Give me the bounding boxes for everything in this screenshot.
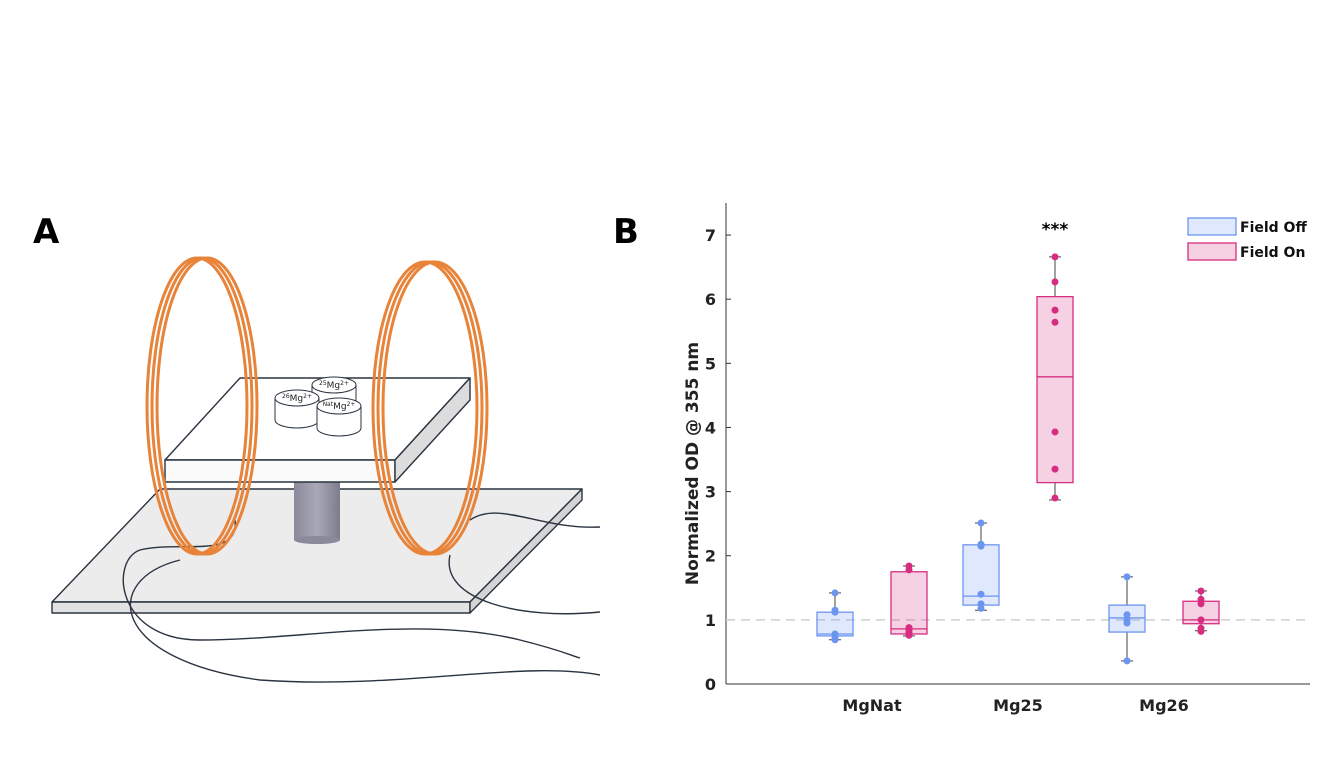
data-point [977, 542, 985, 550]
y-tick-label: 0 [705, 675, 716, 694]
data-point [977, 590, 985, 598]
sample-container [274, 389, 320, 429]
sample-container [316, 397, 362, 437]
box-chart: 0 1 2 3 4 5 6 7 Normalized OD @ 355 nm MgNat Mg25 M… [683, 203, 1310, 715]
charge: 2+ [340, 380, 349, 387]
data-point [1197, 627, 1205, 635]
data-point [1051, 318, 1059, 326]
element: Mg [290, 394, 303, 404]
data-point [977, 519, 985, 527]
y-tick-label: 6 [705, 290, 716, 309]
data-point [905, 631, 913, 639]
data-point [1123, 657, 1131, 665]
container-label: NatMg2+ [323, 401, 356, 412]
data-point [1051, 494, 1059, 502]
x-tick-label: Mg25 [993, 696, 1043, 715]
mass-number: Nat [323, 401, 334, 408]
container-label: 25Mg2+ [319, 380, 349, 391]
data-point [1051, 306, 1059, 314]
x-tick-label: MgNat [842, 696, 902, 715]
legend-label: Field Off [1240, 220, 1307, 236]
data-point [831, 636, 839, 644]
data-point [831, 589, 839, 597]
data-point [1123, 619, 1131, 627]
data-point [977, 604, 985, 612]
container-label: 26Mg2+ [282, 393, 312, 404]
box [1036, 295, 1074, 484]
wire [448, 554, 601, 615]
legend-label: Field On [1240, 245, 1305, 261]
base-plate-side [469, 488, 583, 614]
legend-swatch [1187, 217, 1237, 236]
platform-edge [164, 459, 396, 483]
mass-number: 26 [282, 393, 290, 400]
wire [469, 512, 601, 528]
element: Mg [327, 381, 340, 391]
wire [122, 519, 581, 659]
box [890, 571, 928, 635]
wire [129, 559, 601, 683]
platform-side [394, 377, 471, 483]
y-tick-label: 3 [705, 483, 716, 502]
y-tick-label: 1 [705, 611, 716, 630]
data-point [1197, 600, 1205, 608]
data-point [1051, 278, 1059, 286]
data-point [1123, 573, 1131, 581]
apparatus-diagram: 26Mg2+ 25Mg2+ NatMg2+ [51, 256, 601, 683]
base-plate-edge [51, 601, 471, 614]
significance-label: *** [1042, 220, 1069, 240]
data-point [1197, 587, 1205, 595]
data-point [831, 608, 839, 616]
element: Mg [333, 402, 346, 412]
x-tick-label: Mg26 [1139, 696, 1189, 715]
y-tick-label: 4 [705, 418, 716, 437]
data-point [1051, 428, 1059, 436]
panel-label: B [613, 212, 639, 252]
pillar-base [294, 536, 340, 544]
data-point [1051, 465, 1059, 473]
y-tick-label: 7 [705, 226, 716, 245]
data-point [1197, 616, 1205, 624]
pillar [294, 478, 340, 540]
panel-label: A [33, 212, 60, 252]
legend-swatch [1187, 242, 1237, 261]
data-point [905, 566, 913, 574]
charge: 2+ [303, 393, 312, 400]
y-tick-label: 5 [705, 354, 716, 373]
coil [371, 260, 489, 556]
data-point [1051, 253, 1059, 261]
y-axis-label: Normalized OD @ 355 nm [683, 342, 703, 585]
y-tick-label: 2 [705, 547, 716, 566]
charge: 2+ [347, 401, 356, 408]
mass-number: 25 [319, 380, 327, 387]
coil [145, 256, 259, 556]
data-point [1123, 611, 1131, 619]
